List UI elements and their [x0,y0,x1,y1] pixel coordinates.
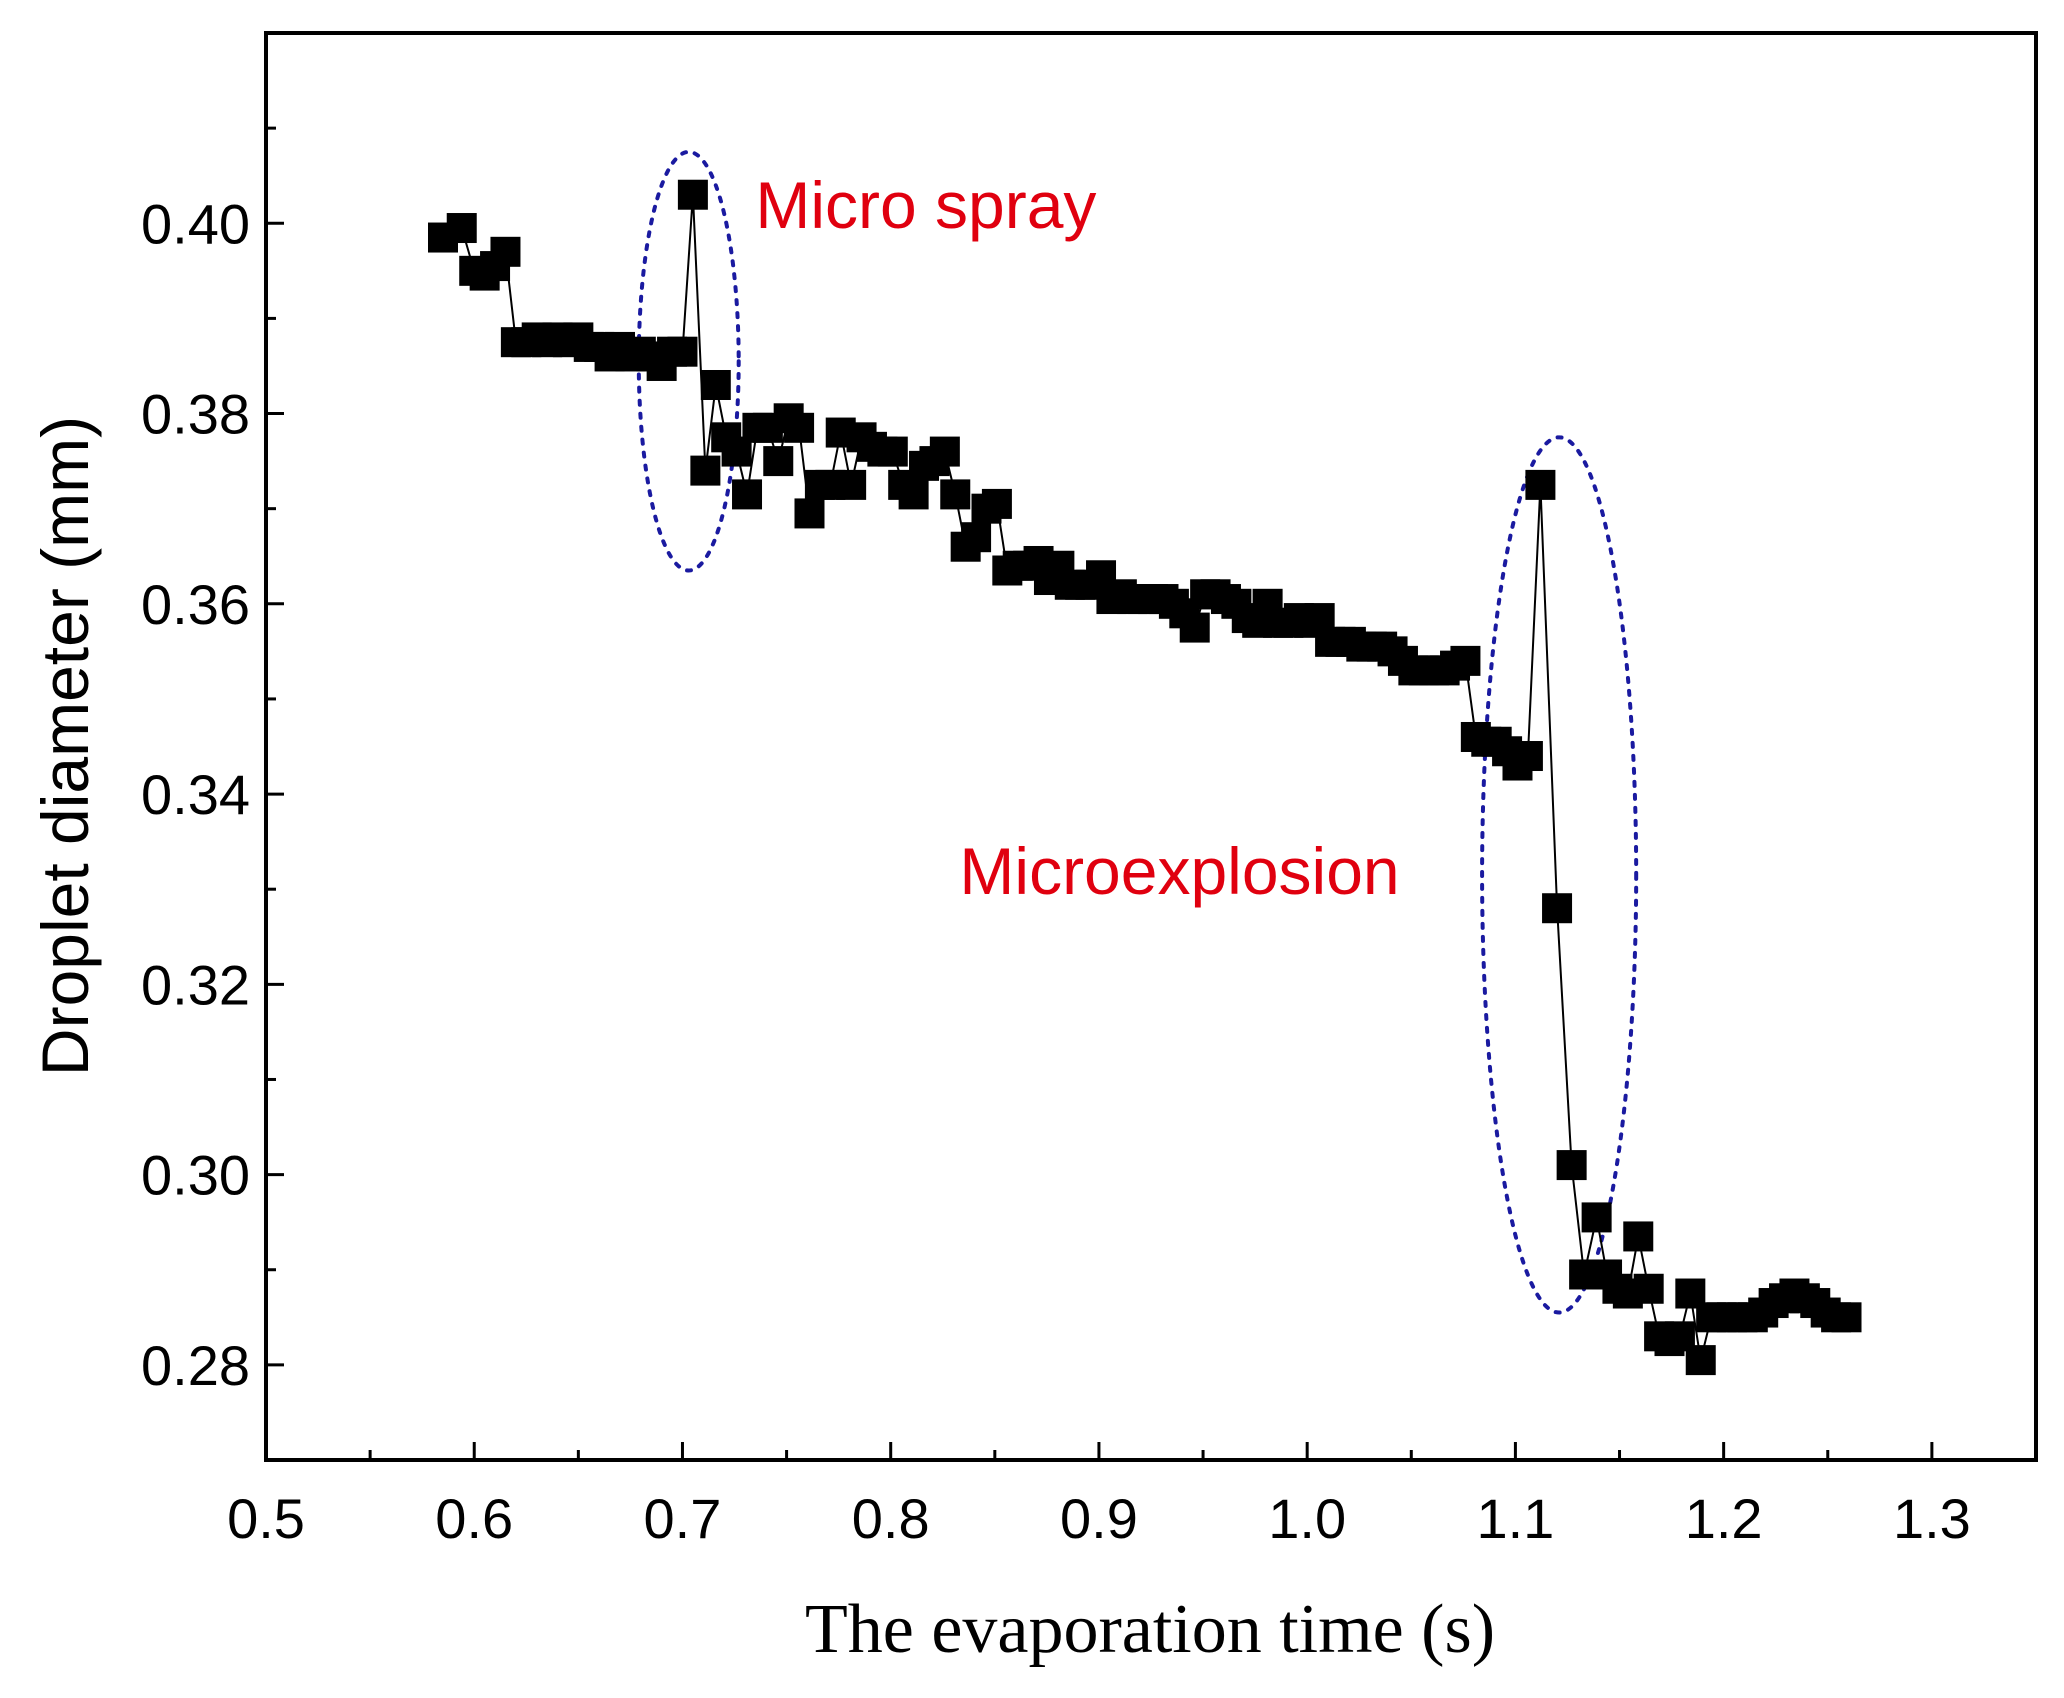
data-point [1623,1221,1654,1252]
plot-frame [264,31,2038,1462]
data-point [677,179,708,210]
x-tick-label: 0.8 [852,1487,930,1550]
x-tick-label: 1.1 [1476,1487,1554,1550]
data-point [961,522,992,553]
y-tick-label: 0.38 [141,383,250,446]
data-point [836,469,867,500]
data-point [1179,612,1210,643]
x-tick-label: 0.9 [1060,1487,1138,1550]
data-point [490,236,521,267]
data-point [1685,1345,1716,1376]
y-tick-label: 0.32 [141,953,250,1016]
annotation-label: Micro spray [755,168,1096,242]
x-tick-label: 1.3 [1893,1487,1971,1550]
data-point [763,446,794,477]
data-point [1633,1273,1664,1304]
data-point [700,369,731,400]
data-point [1556,1150,1587,1181]
data-point [690,455,721,486]
x-tick-label: 1.2 [1685,1487,1763,1550]
data-point [940,479,971,510]
data-point [1512,741,1543,772]
data-point [784,412,815,443]
data-point [898,479,929,510]
data-point [1542,893,1573,924]
x-tick-label: 0.6 [435,1487,513,1550]
data-series [428,179,1862,1376]
x-axis-label: The evaporation time (s) [805,1591,1495,1668]
microexplosion-region-ellipse [1480,435,1639,1315]
y-tick-label: 0.28 [141,1334,250,1397]
x-axis-ticks: 0.5 0.6 0.7 0.8 0.9 1.0 1.1 1.2 1.3 [227,1442,1971,1550]
data-point [732,479,763,510]
data-point [446,213,477,244]
annotations: Micro spray Microexplosion [755,168,1399,908]
x-tick-label: 0.5 [227,1487,305,1550]
data-point [1831,1302,1862,1333]
data-point [981,488,1012,519]
data-point [877,436,908,467]
y-axis-ticks: 0.28 0.30 0.32 0.34 0.36 0.38 0.40 [141,126,284,1462]
data-point [667,336,698,367]
y-tick-label: 0.34 [141,763,250,826]
data-point [794,498,825,529]
y-tick-label: 0.40 [141,192,250,255]
annotation-label: Microexplosion [959,834,1399,908]
data-point [929,436,960,467]
x-tick-label: 0.7 [644,1487,722,1550]
y-tick-label: 0.36 [141,573,250,636]
y-tick-label: 0.30 [141,1144,250,1207]
data-point [1581,1202,1612,1233]
data-point [1450,645,1481,676]
y-axis-label: Droplet diameter (mm) [28,416,102,1076]
data-point [1525,469,1556,500]
x-tick-label: 1.0 [1268,1487,1346,1550]
